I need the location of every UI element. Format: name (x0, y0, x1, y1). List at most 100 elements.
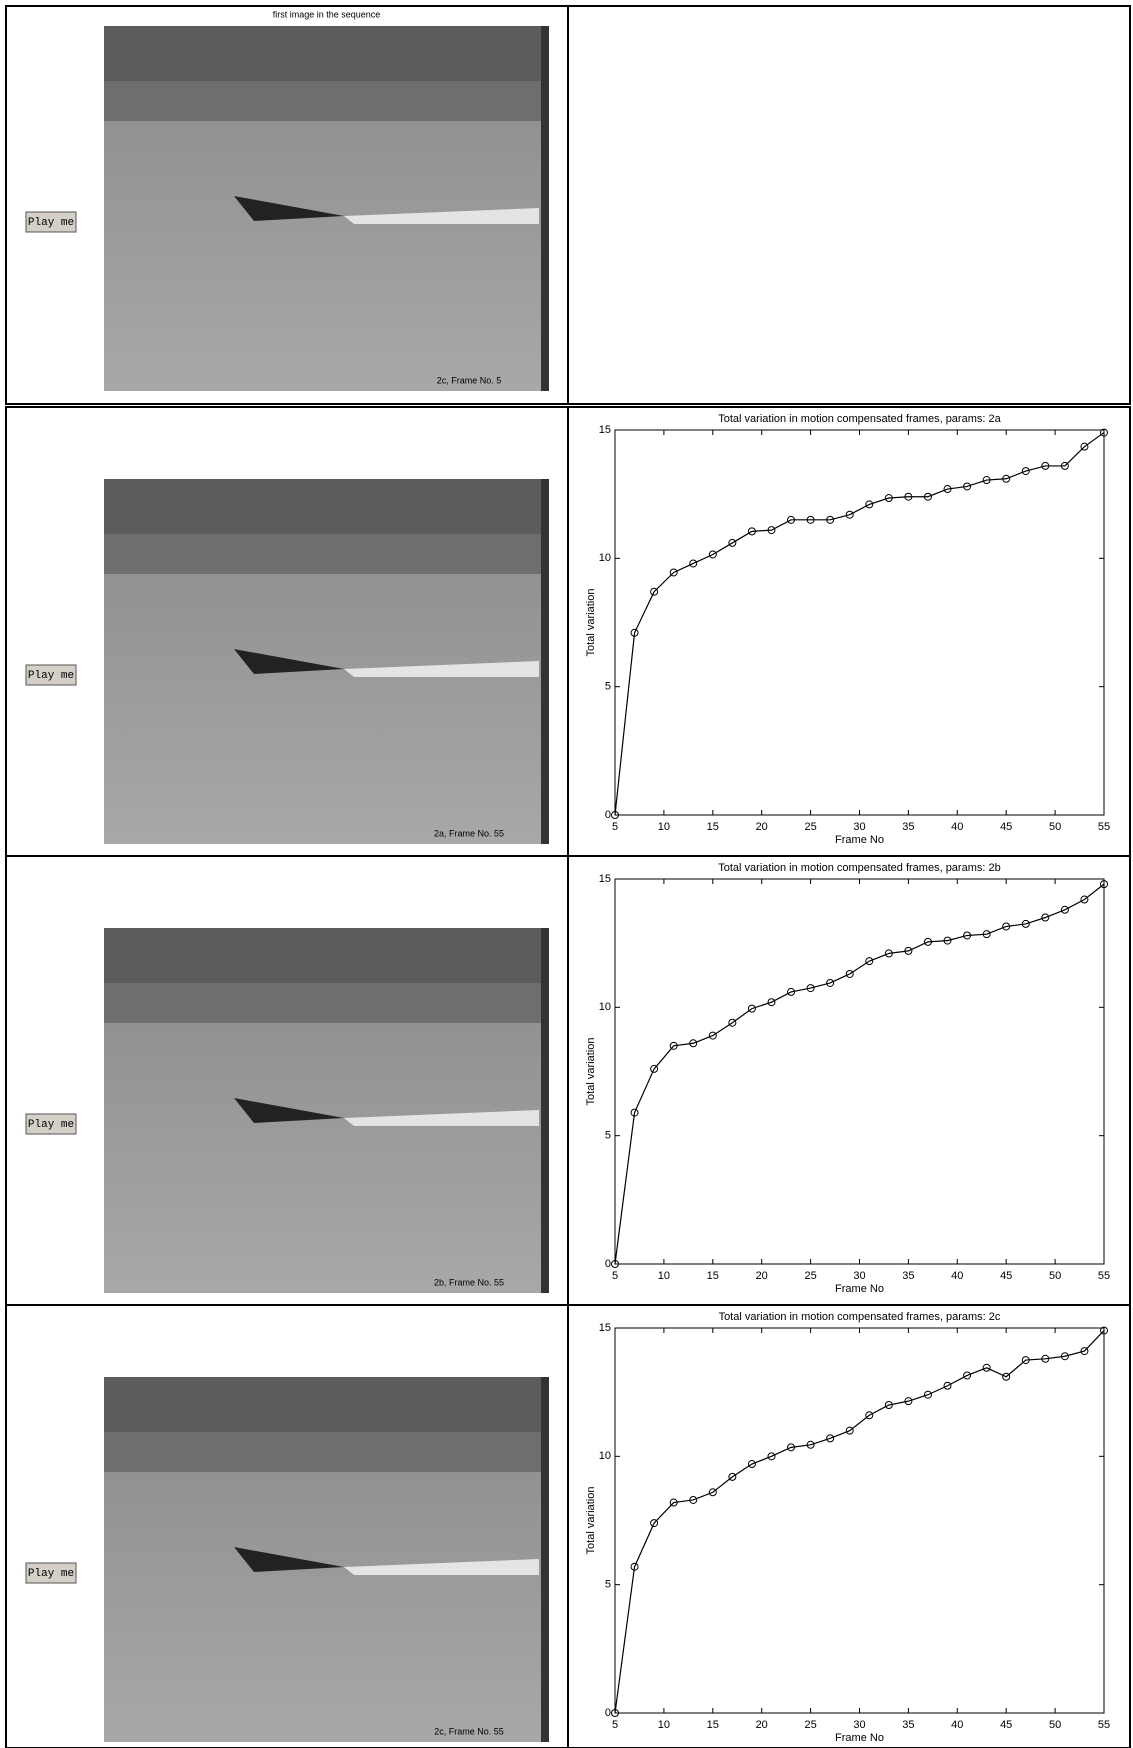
frame-image (104, 928, 549, 1293)
data-point (708, 1031, 717, 1040)
data-point (943, 936, 952, 945)
boat (234, 196, 344, 221)
x-tick-label: 35 (902, 1719, 914, 1731)
data-point (669, 1041, 678, 1050)
image-caption: 2a, Frame No. 55 (434, 828, 504, 838)
edge (541, 479, 549, 844)
data-point (904, 946, 913, 955)
play-button[interactable]: Play me (25, 1113, 77, 1135)
play-button[interactable]: Play me (25, 211, 77, 233)
data-point (747, 1460, 756, 1469)
data-point (1041, 1354, 1050, 1363)
data-point (1080, 442, 1089, 451)
rocks (104, 983, 549, 1023)
y-axis-label: Total variation (585, 1038, 597, 1106)
button-label: Play me (28, 217, 74, 229)
data-point (767, 1452, 776, 1461)
y-tick-label: 5 (605, 1579, 611, 1591)
y-axis-label: Total variation (585, 589, 597, 657)
data-point (728, 1472, 737, 1481)
image-title: first image in the sequence (273, 9, 381, 19)
data-point (845, 969, 854, 978)
data-point (689, 1495, 698, 1504)
rocks (104, 534, 549, 574)
x-tick-label: 5 (612, 1719, 618, 1731)
data-point (650, 1064, 659, 1073)
x-tick-label: 40 (951, 821, 963, 833)
y-tick-label: 0 (605, 809, 611, 821)
chart-title: Total variation in motion compensated fr… (719, 1311, 1001, 1323)
button-face (25, 1562, 77, 1584)
data-point (1041, 913, 1050, 922)
x-tick-label: 40 (951, 1719, 963, 1731)
button-face (25, 664, 77, 686)
data-point (1002, 922, 1011, 931)
data-point (865, 957, 874, 966)
x-tick-label: 10 (658, 1270, 670, 1282)
right-cell (567, 5, 1131, 405)
image-caption: 2c, Frame No. 55 (434, 1726, 504, 1736)
edge (541, 1377, 549, 1742)
x-tick-label: 35 (902, 1270, 914, 1282)
wake (344, 1110, 539, 1126)
play-button[interactable]: Play me (25, 664, 77, 686)
rocks (104, 1432, 549, 1472)
chart-title: Total variation in motion compensated fr… (718, 862, 1000, 874)
y-axis-label: Total variation (585, 1487, 597, 1555)
data-point (1060, 461, 1069, 470)
y-tick-label: 0 (605, 1707, 611, 1719)
boat (234, 1547, 344, 1572)
button-face (25, 211, 77, 233)
x-axis-label: Frame No (835, 834, 884, 846)
x-tick-label: 50 (1049, 821, 1061, 833)
y-tick-label: 10 (599, 552, 611, 564)
x-tick-label: 25 (804, 1270, 816, 1282)
x-tick-label: 20 (756, 1270, 768, 1282)
data-point (923, 1390, 932, 1399)
play-button[interactable]: Play me (25, 1562, 77, 1584)
data-point (1100, 1326, 1108, 1335)
x-tick-label: 55 (1098, 1270, 1110, 1282)
y-tick-label: 10 (599, 1001, 611, 1013)
wake (344, 208, 539, 224)
data-point (747, 527, 756, 536)
edge (541, 26, 549, 391)
data-point (1080, 1347, 1089, 1356)
y-tick-label: 15 (599, 873, 611, 885)
plot-area (614, 878, 1105, 1265)
data-point (611, 1260, 619, 1268)
x-axis-label: Frame No (835, 1732, 884, 1744)
x-tick-label: 30 (853, 1270, 865, 1282)
x-tick-label: 15 (707, 1719, 719, 1731)
data-point (826, 978, 835, 987)
data-point (669, 1498, 678, 1507)
data-point (787, 1443, 796, 1452)
x-tick-label: 10 (658, 1719, 670, 1731)
frame-image (104, 1377, 549, 1742)
wake (344, 661, 539, 677)
x-tick-label: 45 (1000, 1719, 1012, 1731)
data-point (767, 998, 776, 1007)
data-point (611, 1709, 619, 1717)
data-point (767, 526, 776, 535)
data-point (787, 515, 796, 524)
x-tick-label: 50 (1049, 1270, 1061, 1282)
data-point (1021, 919, 1030, 928)
x-tick-label: 50 (1049, 1719, 1061, 1731)
data-point (963, 1371, 972, 1380)
data-point (747, 1004, 756, 1013)
data-point (689, 1039, 698, 1048)
data-point (708, 1488, 717, 1497)
x-tick-label: 55 (1098, 821, 1110, 833)
data-point (1021, 1356, 1030, 1365)
data-point (630, 1562, 639, 1571)
x-tick-label: 5 (612, 821, 618, 833)
frame-image (104, 479, 549, 844)
data-point (806, 515, 815, 524)
data-point (923, 937, 932, 946)
button-label: Play me (28, 670, 74, 682)
data-point (982, 476, 991, 485)
data-point (904, 492, 913, 501)
x-tick-label: 30 (853, 821, 865, 833)
data-point (728, 1018, 737, 1027)
